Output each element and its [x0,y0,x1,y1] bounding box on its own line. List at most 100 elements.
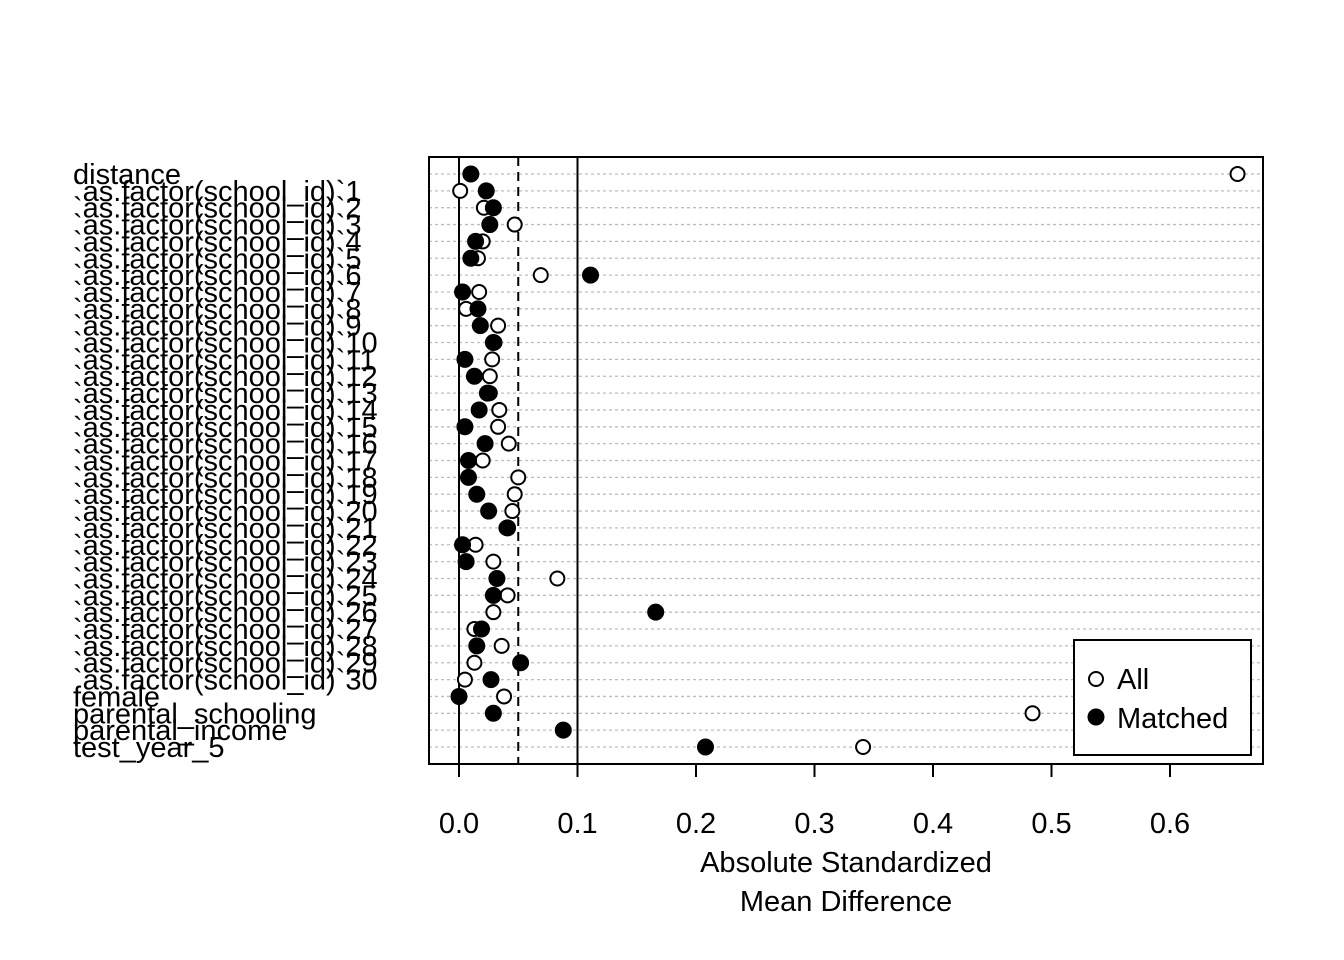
matched-point [470,401,488,419]
covariate-label: `as.factor(school_id)`20 [73,496,378,528]
covariate-label: `as.factor(school_id)`19 [73,479,378,511]
covariate-label: `as.factor(school_id)`11 [73,344,375,376]
matched-point [482,671,500,689]
all-point [504,503,521,520]
covariate-label: `as.factor(school_id)`17 [73,446,378,478]
x-axis-label-line-1: Absolute Standardized [700,847,992,879]
matched-point [459,468,477,486]
covariate-label: `as.factor(school_id)`18 [73,462,378,494]
matched-point [696,738,714,756]
matched-point [469,300,487,318]
x-axis: 0.0 0.1 0.2 0.3 0.4 0.5 0.6 [439,764,1190,840]
covariate-label: `as.factor(school_id)`25 [73,580,378,612]
matched-point [468,485,486,503]
x-tick-label: 0.1 [557,808,597,840]
covariate-label: `as.factor(school_id)`10 [73,328,378,360]
matched-point [484,199,502,217]
matched-point [450,687,468,705]
matched-point [456,350,474,368]
matched-point [488,569,506,587]
covariate-label: `as.factor(school_id)`5 [73,243,362,275]
covariate-label: parental_income [73,715,287,747]
covariate-label: `as.factor(school_id)`12 [73,361,378,393]
matched-point [462,165,480,183]
all-point [549,570,566,587]
all-point [506,216,523,233]
all-point [456,671,473,688]
covariate-label: parental_schooling [73,698,316,730]
all-point [500,435,517,452]
x-axis-label-line-2: Mean Difference [740,886,952,918]
legend-box [1073,639,1252,756]
legend-all-marker [1088,671,1104,687]
all-point [466,654,483,671]
plot-frame [428,156,1264,765]
matched-point [484,586,502,604]
matched-point [582,266,600,284]
all-point [485,604,502,621]
x-tick-label: 0.5 [1031,808,1071,840]
all-point [499,587,516,604]
covariate-label: `as.factor(school_id)`28 [73,631,378,663]
matched-point [476,435,494,453]
matched-point [459,452,477,469]
all-point [506,486,523,503]
covariate-label: `as.factor(school_id)`15 [73,412,378,444]
matched-point [478,384,496,402]
all-point [490,317,507,334]
covariate-label: `as.factor(school_id)`13 [73,378,378,410]
legend-matched-marker [1087,708,1105,726]
covariate-label: `as.factor(school_id)`21 [73,513,378,545]
covariate-label: `as.factor(school_id)`6 [73,260,362,292]
covariate-labels: distance`as.factor(school_id)`1`as.facto… [73,159,378,764]
matched-point [471,317,489,335]
matched-point [457,553,475,571]
all-point [1229,166,1246,182]
all-point [490,418,507,435]
all-point [532,267,549,284]
matched-point [465,367,483,385]
legend-all-label: All [1117,664,1149,696]
all-point [484,351,501,368]
all-point [1024,705,1041,722]
matched-point [481,216,499,234]
all-point [510,469,527,486]
all-point [496,688,513,705]
covariate-label: `as.factor(school_id)`29 [73,648,378,680]
covariate-label: `as.factor(school_id)`16 [73,429,378,461]
covariate-label: `as.factor(school_id)`1 [73,176,362,208]
covariate-label: `as.factor(school_id)`9 [73,311,362,343]
x-tick-label: 0.2 [676,808,716,840]
x-tick-label: 0.6 [1150,808,1190,840]
matched-point [477,182,495,200]
matched-point [454,283,472,301]
data-points [450,165,1246,756]
covariate-label: `as.factor(school_id)`3 [73,210,362,242]
covariate-label: `as.factor(school_id)`2 [73,193,362,225]
covariate-label: `as.factor(school_id)`27 [73,614,378,646]
all-point [485,553,502,570]
matched-point [480,502,498,520]
matched-point [484,704,502,722]
x-tick-label: 0.0 [439,808,479,840]
matched-point [499,519,517,537]
covariate-label: female [73,681,160,713]
all-point [491,401,508,418]
matched-point [512,654,530,672]
reference-lines [458,157,579,764]
x-tick-label: 0.4 [913,808,953,840]
all-point [481,368,498,385]
row-grid-lines [429,173,1263,748]
all-point [471,283,488,300]
covariate-label: `as.factor(school_id)`8 [73,294,362,326]
matched-point [454,536,472,554]
covariate-label: `as.factor(school_id)`7 [73,277,362,309]
matched-point [554,721,572,739]
covariate-label: `as.factor(school_id)`26 [73,597,378,629]
legend: All Matched [1073,639,1252,756]
matched-point [456,418,474,436]
covariate-label: `as.factor(school_id)`24 [73,563,378,595]
x-tick-label: 0.3 [794,808,834,840]
all-point [493,637,510,654]
